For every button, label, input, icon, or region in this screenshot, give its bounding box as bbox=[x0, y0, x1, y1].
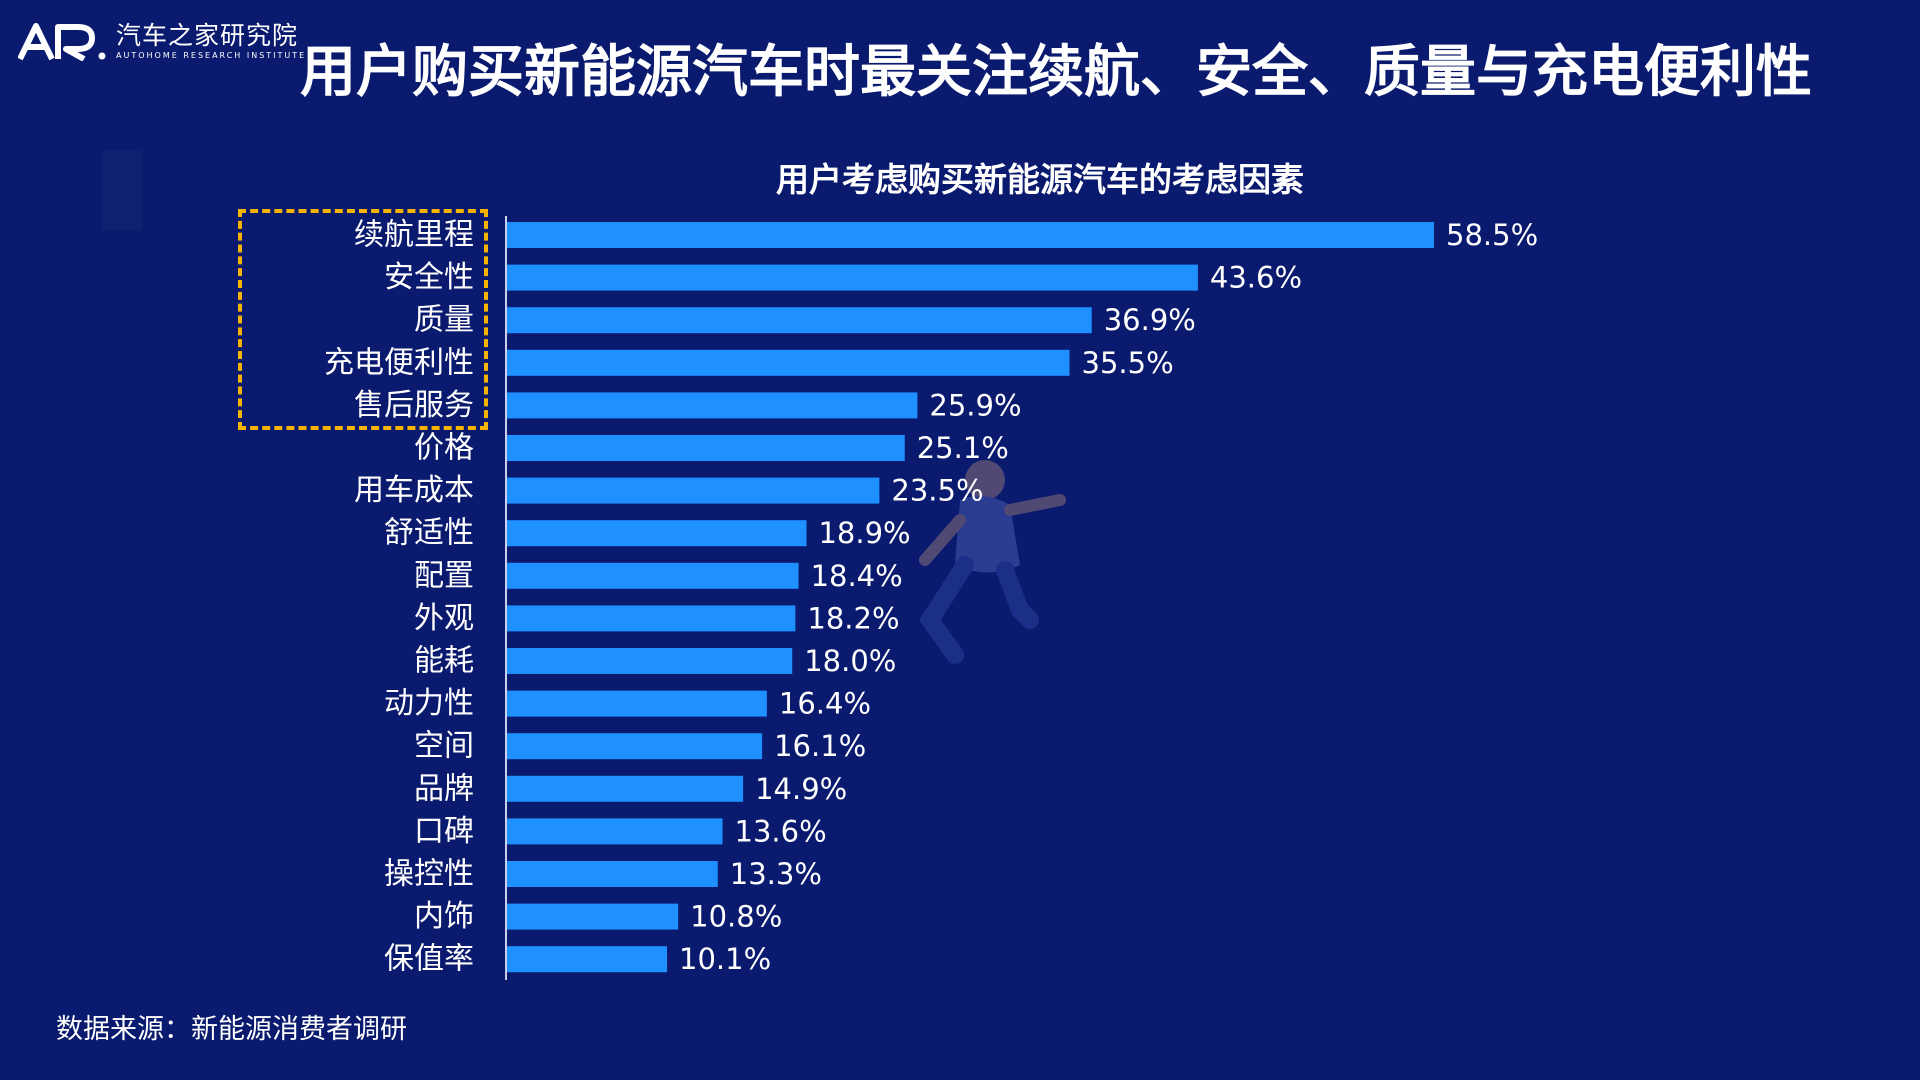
brand-name-cn: 汽车之家研究院 bbox=[116, 21, 299, 50]
value-label: 18.0% bbox=[804, 644, 896, 678]
bar bbox=[507, 264, 1198, 291]
value-label: 14.9% bbox=[755, 772, 847, 806]
value-label: 35.5% bbox=[1082, 346, 1174, 380]
value-label: 18.2% bbox=[807, 601, 899, 635]
category-label: 保值率 bbox=[384, 942, 474, 977]
value-label: 36.9% bbox=[1104, 303, 1196, 337]
value-label: 58.5% bbox=[1446, 218, 1538, 252]
category-label: 用车成本 bbox=[354, 473, 474, 508]
value-label: 16.1% bbox=[774, 729, 866, 763]
bar bbox=[507, 307, 1092, 334]
value-label: 23.5% bbox=[891, 474, 983, 508]
bar bbox=[507, 775, 744, 802]
value-label: 18.9% bbox=[818, 516, 910, 550]
data-source-note: 数据来源：新能源消费者调研 bbox=[56, 1014, 407, 1045]
bar bbox=[507, 903, 679, 930]
category-label: 动力性 bbox=[384, 686, 474, 721]
bar bbox=[507, 477, 880, 504]
value-label: 25.1% bbox=[917, 431, 1009, 465]
bar bbox=[507, 946, 668, 973]
category-label: 能耗 bbox=[414, 644, 474, 679]
value-label: 13.3% bbox=[730, 857, 822, 891]
value-label: 25.9% bbox=[929, 388, 1021, 422]
category-label: 质量 bbox=[414, 303, 474, 338]
category-label: 操控性 bbox=[384, 857, 474, 892]
bar bbox=[507, 733, 763, 760]
bar bbox=[507, 648, 793, 674]
bar bbox=[507, 520, 807, 547]
bar bbox=[507, 861, 718, 887]
category-label: 价格 bbox=[414, 431, 474, 466]
brand-name-en: AUTOHOME RESEARCH INSTITUTE bbox=[116, 51, 307, 60]
bar bbox=[507, 435, 905, 461]
bar bbox=[507, 562, 799, 589]
category-label: 口碑 bbox=[414, 814, 474, 849]
bar bbox=[507, 349, 1070, 376]
category-label: 安全性 bbox=[384, 260, 474, 295]
category-label: 外观 bbox=[414, 601, 474, 636]
category-label: 续航里程 bbox=[354, 218, 474, 253]
value-label: 10.8% bbox=[690, 900, 782, 934]
category-label: 配置 bbox=[414, 558, 474, 593]
bar bbox=[507, 690, 767, 717]
value-label: 13.6% bbox=[735, 814, 827, 848]
chart-title: 用户考虑购买新能源汽车的考虑因素 bbox=[776, 160, 1304, 199]
value-label: 16.4% bbox=[779, 687, 871, 721]
category-label: 充电便利性 bbox=[324, 345, 474, 380]
category-label: 内饰 bbox=[414, 899, 474, 934]
ar-logo-icon bbox=[18, 23, 106, 61]
bar bbox=[507, 392, 918, 419]
category-label: 舒适性 bbox=[384, 516, 474, 551]
value-label: 43.6% bbox=[1210, 261, 1302, 295]
page-title: 用户购买新能源汽车时最关注续航、安全、质量与充电便利性 bbox=[300, 40, 1812, 105]
category-label: 售后服务 bbox=[354, 388, 474, 423]
bar bbox=[507, 818, 723, 845]
bar bbox=[507, 222, 1434, 248]
runner-illustration bbox=[919, 460, 1066, 664]
highlight-box bbox=[238, 209, 488, 430]
value-label: 10.1% bbox=[679, 942, 771, 976]
bars-group: 续航里程 58.5% 安全性 43.6% 质量 36.9% 充电便利性 35.5% 售后服务 25… bbox=[324, 218, 1538, 977]
brand-logo: 汽车之家研究院 AUTOHOME RESEARCH INSTITUTE bbox=[18, 22, 306, 62]
category-label: 品牌 bbox=[414, 771, 474, 806]
side-decoration bbox=[102, 150, 142, 230]
value-label: 18.4% bbox=[811, 559, 903, 593]
category-label: 空间 bbox=[414, 729, 474, 764]
bar bbox=[507, 605, 796, 632]
